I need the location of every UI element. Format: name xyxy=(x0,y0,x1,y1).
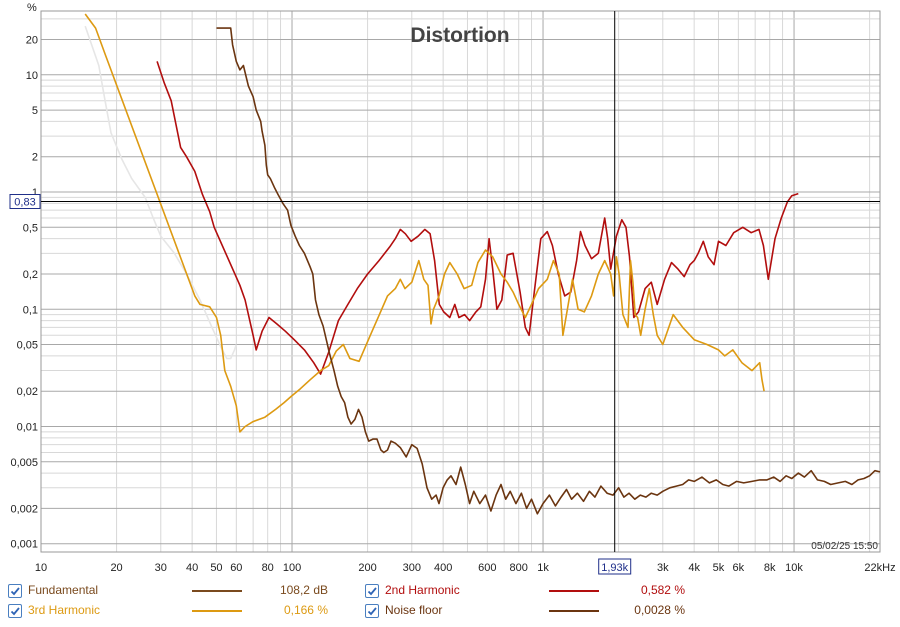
x-end-label: 22kHz xyxy=(864,562,895,574)
legend-line-swatch xyxy=(549,610,599,612)
x-tick-label: 10k xyxy=(785,562,803,574)
cursor-x-label-box xyxy=(598,558,632,575)
x-tick-label: 60 xyxy=(230,562,242,574)
cursor-y-label-box xyxy=(9,194,41,210)
x-tick-label: 10 xyxy=(35,562,47,574)
legend-line-swatch xyxy=(549,590,599,592)
x-tick-label: 600 xyxy=(478,562,496,574)
x-tick-label: 4k xyxy=(688,562,700,574)
y-tick-label: 0,2 xyxy=(23,269,38,281)
x-tick-label: 80 xyxy=(262,562,274,574)
legend-label: Fundamental xyxy=(28,583,99,597)
series-line-fundamental xyxy=(84,25,238,360)
legend-value: 0,0028 % xyxy=(634,603,685,617)
cursor-x-label: 1,93k xyxy=(601,562,628,574)
y-tick-label: 0,01 xyxy=(17,421,38,433)
y-axis-label: % xyxy=(27,2,37,14)
y-tick-label: 0,05 xyxy=(17,340,38,352)
x-tick-label: 50 xyxy=(210,562,222,574)
x-tick-label: 3k xyxy=(657,562,669,574)
x-tick-label: 1k xyxy=(537,562,549,574)
x-tick-label: 30 xyxy=(155,562,167,574)
x-tick-label: 8k xyxy=(764,562,776,574)
legend-line-swatch xyxy=(192,590,242,592)
legend-label: 2nd Harmonic xyxy=(385,583,460,597)
series-line-3rd-harmonic xyxy=(84,13,765,433)
y-tick-label: 1 xyxy=(32,187,38,199)
series-line-2nd-harmonic xyxy=(156,61,799,375)
x-tick-label: 300 xyxy=(403,562,421,574)
x-tick-label: 400 xyxy=(434,562,452,574)
y-tick-label: 2 xyxy=(32,152,38,164)
cursor-y-label: 0,83 xyxy=(14,197,35,209)
y-tick-label: 0,02 xyxy=(17,386,38,398)
x-tick-label: 200 xyxy=(358,562,376,574)
y-tick-label: 0,005 xyxy=(10,457,38,469)
legend-value: 0,582 % xyxy=(640,583,685,597)
legend-value: 0,166 % xyxy=(283,603,328,617)
x-tick-label: 800 xyxy=(510,562,528,574)
y-tick-label: 0,1 xyxy=(23,304,38,316)
plot-frame xyxy=(40,10,881,553)
legend: Fundamental 108,2 dB 2nd Harmonic 0,582 … xyxy=(0,578,900,627)
chart-title: Distortion xyxy=(410,24,509,47)
y-tick-label: 5 xyxy=(32,105,38,117)
y-tick-label: 0,002 xyxy=(10,503,38,515)
y-tick-label: 0,001 xyxy=(10,539,38,551)
legend-label: 3rd Harmonic xyxy=(28,603,101,617)
legend-value: 108,2 dB xyxy=(279,583,328,597)
checkbox-noise-floor[interactable] xyxy=(365,604,379,618)
distortion-chart: 20 10 5 2 1 0,5 0,2 0,1 0,05 0,02 0,01 0,005 0,002 0,… xyxy=(9,2,896,575)
legend-label: Noise floor xyxy=(385,603,443,617)
y-tick-label: 10 xyxy=(26,70,38,82)
checkbox-2nd-harmonic[interactable] xyxy=(365,584,379,598)
checkbox-fundamental[interactable] xyxy=(8,584,22,598)
x-tick-label: 40 xyxy=(186,562,198,574)
y-tick-label: 0,5 xyxy=(23,222,38,234)
x-tick-label: 6k xyxy=(733,562,745,574)
timestamp: 05/02/25 15:50 xyxy=(811,541,878,552)
series-line-noise-floor xyxy=(216,27,881,515)
x-tick-label: 20 xyxy=(110,562,122,574)
legend-line-swatch xyxy=(192,610,242,612)
checkbox-3rd-harmonic[interactable] xyxy=(8,604,22,618)
x-tick-label: 100 xyxy=(283,562,301,574)
x-tick-label: 5k xyxy=(713,562,725,574)
y-tick-label: 20 xyxy=(26,34,38,46)
